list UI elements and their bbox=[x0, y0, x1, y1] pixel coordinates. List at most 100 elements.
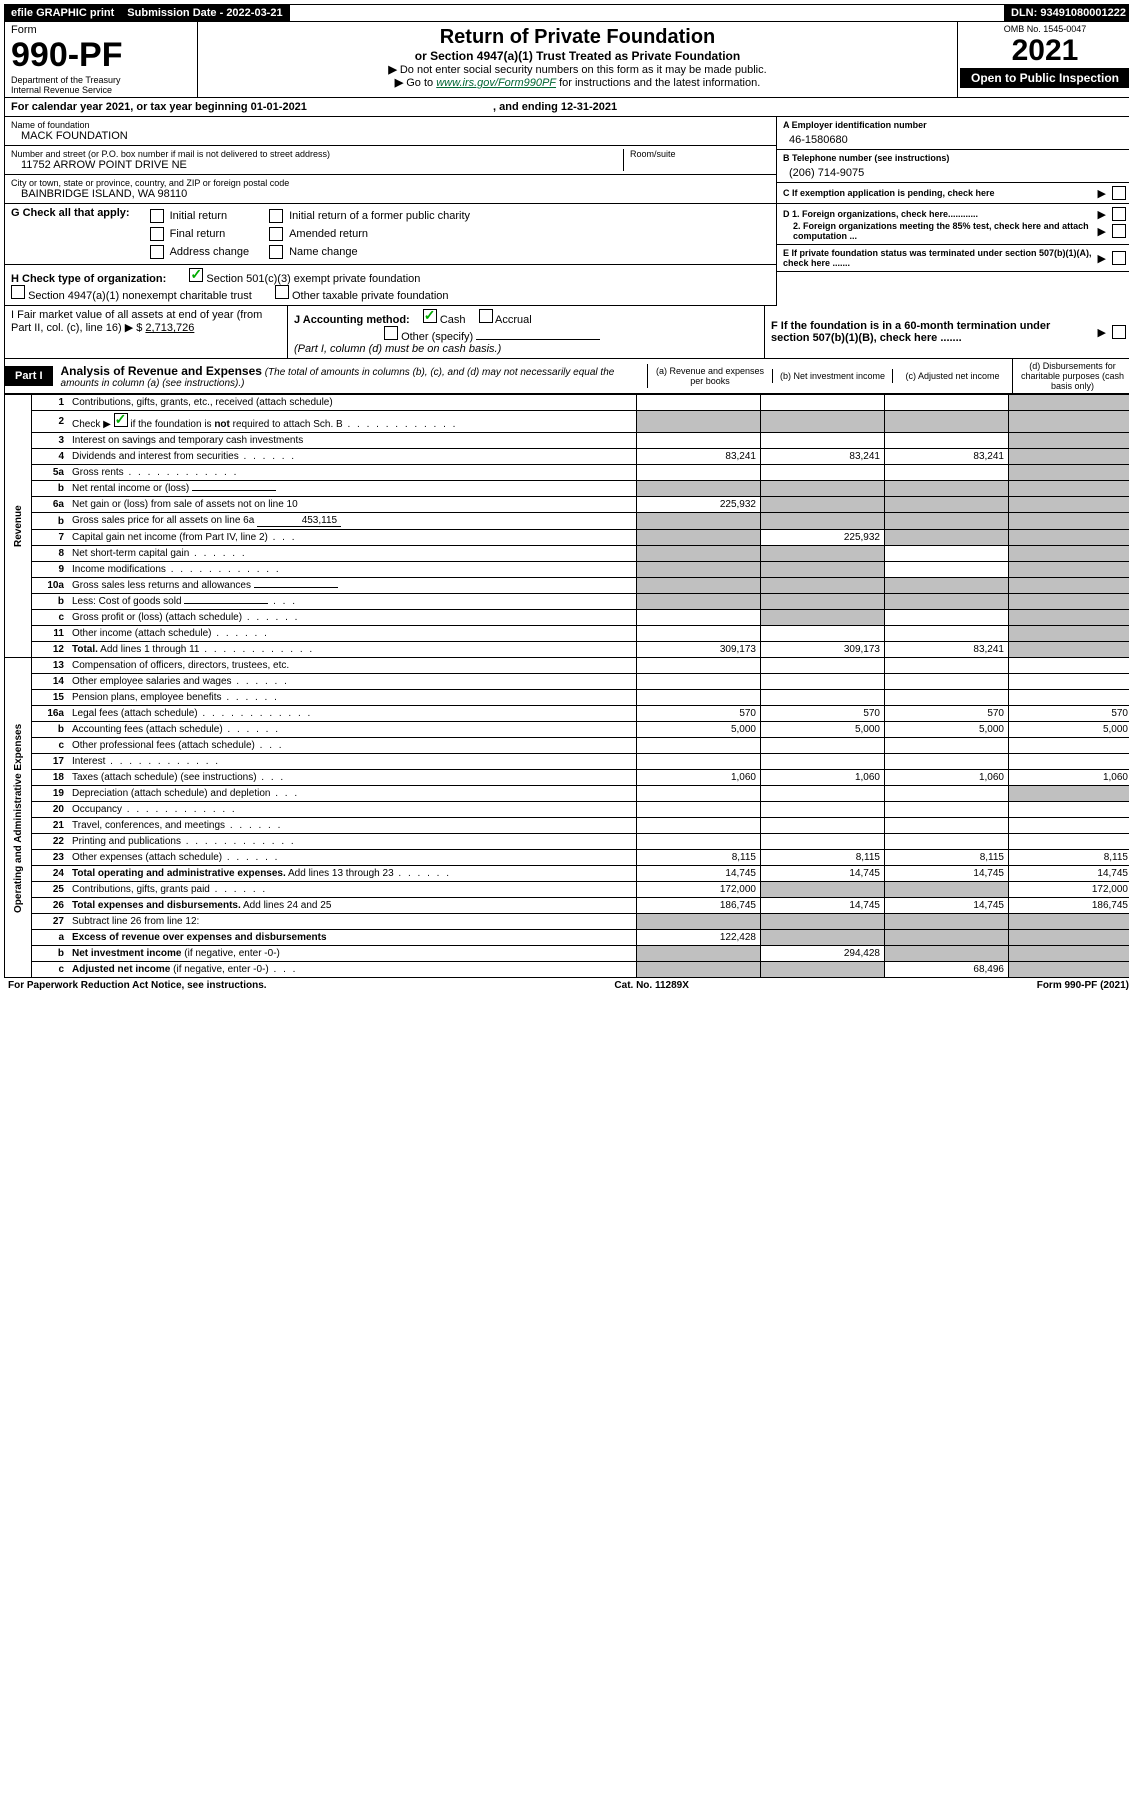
form-subtitle: or Section 4947(a)(1) Trust Treated as P… bbox=[202, 49, 953, 63]
line-desc: Gross sales less returns and allowances bbox=[68, 578, 637, 594]
amount-cell bbox=[761, 578, 885, 594]
analysis-table: Revenue1Contributions, gifts, grants, et… bbox=[4, 394, 1129, 978]
form-header: Form 990-PF Department of the Treasury I… bbox=[4, 22, 1129, 98]
table-row: 23Other expenses (attach schedule)8,1158… bbox=[5, 850, 1129, 866]
line-num: 4 bbox=[32, 449, 69, 465]
amount-cell bbox=[1009, 962, 1129, 978]
foundation-name: MACK FOUNDATION bbox=[11, 130, 770, 142]
checkbox-d1[interactable] bbox=[1112, 207, 1126, 221]
amount-cell bbox=[885, 626, 1009, 642]
amount-cell: 68,496 bbox=[885, 962, 1009, 978]
amount-cell bbox=[637, 834, 761, 850]
amount-cell bbox=[1009, 530, 1129, 546]
amount-cell bbox=[637, 786, 761, 802]
amount-cell bbox=[1009, 802, 1129, 818]
checkbox-f[interactable] bbox=[1112, 325, 1126, 339]
arrow-icon: ▶ bbox=[1098, 187, 1106, 200]
checkbox-final[interactable] bbox=[150, 227, 164, 241]
footer-mid: Cat. No. 11289X bbox=[614, 980, 688, 991]
table-row: 9Income modifications bbox=[5, 562, 1129, 578]
amount-cell: 570 bbox=[637, 706, 761, 722]
amount-cell bbox=[637, 562, 761, 578]
checkbox-c[interactable] bbox=[1112, 186, 1126, 200]
amount-cell: 225,932 bbox=[761, 530, 885, 546]
amount-cell bbox=[637, 626, 761, 642]
j-note: (Part I, column (d) must be on cash basi… bbox=[294, 343, 501, 355]
line-num: 12 bbox=[32, 642, 69, 658]
amount-cell bbox=[761, 658, 885, 674]
efile-label[interactable]: efile GRAPHIC print bbox=[5, 5, 121, 21]
table-row: 26Total expenses and disbursements. Add … bbox=[5, 898, 1129, 914]
amount-cell bbox=[761, 818, 885, 834]
irs-link[interactable]: www.irs.gov/Form990PF bbox=[436, 77, 556, 89]
line-num: 22 bbox=[32, 834, 69, 850]
checkbox-namechange[interactable] bbox=[269, 245, 283, 259]
table-row: 6aNet gain or (loss) from sale of assets… bbox=[5, 497, 1129, 513]
checkbox-amended[interactable] bbox=[269, 227, 283, 241]
checkbox-address[interactable] bbox=[150, 245, 164, 259]
checkbox-4947[interactable] bbox=[11, 285, 25, 299]
room-label: Room/suite bbox=[630, 149, 770, 159]
arrow-icon: ▶ bbox=[1098, 225, 1106, 238]
checkbox-cash[interactable] bbox=[423, 309, 437, 323]
checkbox-d2[interactable] bbox=[1112, 224, 1126, 238]
ein-value: 46-1580680 bbox=[783, 130, 1126, 146]
amount-cell bbox=[885, 786, 1009, 802]
col-b-head: (b) Net investment income bbox=[772, 369, 892, 383]
table-row: Operating and Administrative Expenses13C… bbox=[5, 658, 1129, 674]
amount-cell bbox=[1009, 754, 1129, 770]
amount-cell: 83,241 bbox=[761, 449, 885, 465]
table-row: cGross profit or (loss) (attach schedule… bbox=[5, 610, 1129, 626]
amount-cell bbox=[637, 818, 761, 834]
line-num: 27 bbox=[32, 914, 69, 930]
amount-cell bbox=[1009, 610, 1129, 626]
arrow-icon: ▶ bbox=[1098, 326, 1106, 339]
amount-cell bbox=[761, 882, 885, 898]
amount-cell: 5,000 bbox=[761, 722, 885, 738]
checkbox-other-taxable[interactable] bbox=[275, 285, 289, 299]
line-num: 8 bbox=[32, 546, 69, 562]
phone-value: (206) 714-9075 bbox=[783, 163, 1126, 179]
table-row: 20Occupancy bbox=[5, 802, 1129, 818]
amount-cell: 83,241 bbox=[885, 449, 1009, 465]
table-row: bAccounting fees (attach schedule)5,0005… bbox=[5, 722, 1129, 738]
table-row: 2Check ▶ if the foundation is not requir… bbox=[5, 411, 1129, 433]
checkbox-other-method[interactable] bbox=[384, 326, 398, 340]
info-grid: Name of foundation MACK FOUNDATION Numbe… bbox=[4, 117, 1129, 306]
table-row: 7Capital gain net income (from Part IV, … bbox=[5, 530, 1129, 546]
col-c-head: (c) Adjusted net income bbox=[892, 369, 1012, 383]
amount-cell bbox=[637, 738, 761, 754]
amount-cell bbox=[761, 562, 885, 578]
amount-cell bbox=[761, 513, 885, 530]
j-label: J Accounting method: bbox=[294, 314, 410, 326]
table-row: bNet rental income or (loss) bbox=[5, 481, 1129, 497]
checkbox-former[interactable] bbox=[269, 209, 283, 223]
amount-cell bbox=[637, 658, 761, 674]
d1-label: D 1. Foreign organizations, check here..… bbox=[783, 209, 1092, 219]
part1-header: Part I Analysis of Revenue and Expenses … bbox=[4, 359, 1129, 394]
checkbox-e[interactable] bbox=[1112, 251, 1126, 265]
checkbox-initial[interactable] bbox=[150, 209, 164, 223]
amount-cell bbox=[637, 465, 761, 481]
checkbox-501c3[interactable] bbox=[189, 268, 203, 282]
line-num: 25 bbox=[32, 882, 69, 898]
line-num: b bbox=[32, 594, 69, 610]
line-num: 26 bbox=[32, 898, 69, 914]
checkbox-accrual[interactable] bbox=[479, 309, 493, 323]
form-title: Return of Private Foundation bbox=[202, 26, 953, 49]
amount-cell bbox=[761, 930, 885, 946]
amount-cell: 83,241 bbox=[885, 642, 1009, 658]
amount-cell: 5,000 bbox=[1009, 722, 1129, 738]
amount-cell: 14,745 bbox=[885, 866, 1009, 882]
line-num: 10a bbox=[32, 578, 69, 594]
line-num: 6a bbox=[32, 497, 69, 513]
side-label: Revenue bbox=[5, 395, 32, 658]
col-a-head: (a) Revenue and expenses per books bbox=[647, 364, 772, 388]
amount-cell: 186,745 bbox=[1009, 898, 1129, 914]
amount-cell: 5,000 bbox=[885, 722, 1009, 738]
table-row: 25Contributions, gifts, grants paid172,0… bbox=[5, 882, 1129, 898]
form-word: Form bbox=[11, 24, 191, 36]
open-public: Open to Public Inspection bbox=[960, 68, 1129, 88]
amount-cell bbox=[1009, 930, 1129, 946]
amount-cell bbox=[885, 802, 1009, 818]
